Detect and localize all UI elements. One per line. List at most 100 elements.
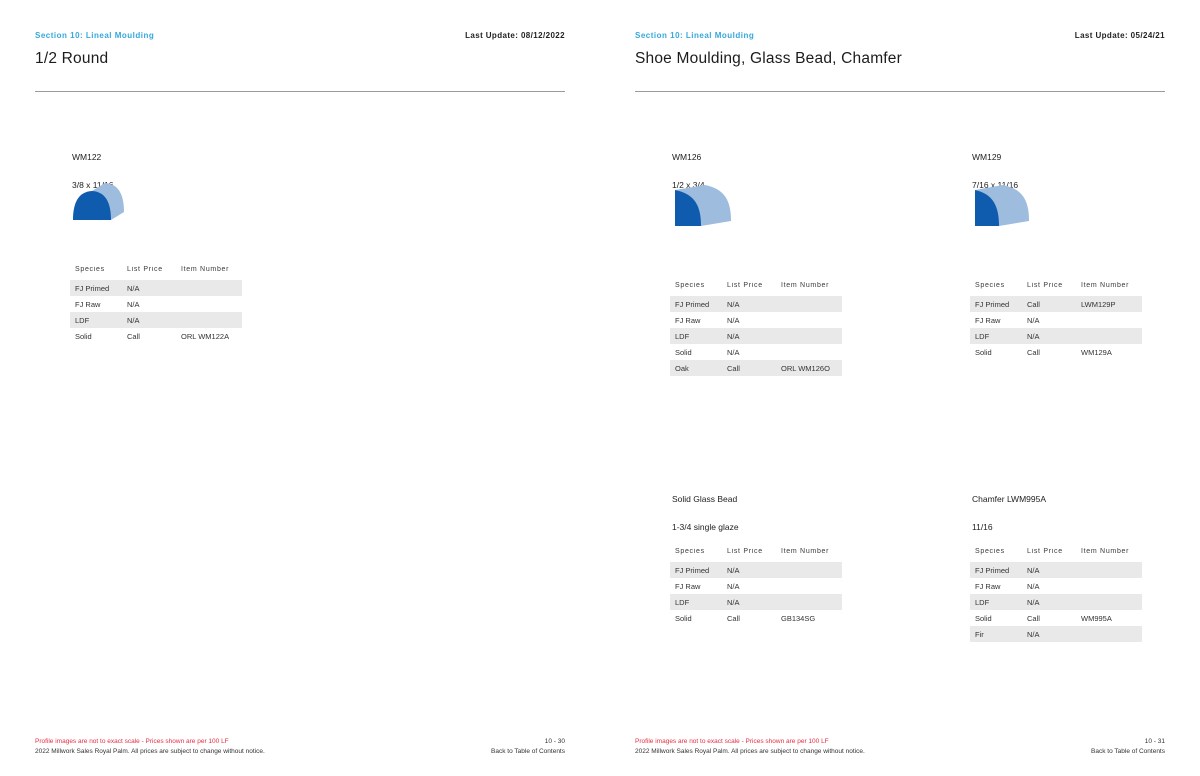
table-row: LDF N/A bbox=[70, 312, 242, 328]
column-header: List Price bbox=[727, 547, 763, 555]
product-code: WM122 bbox=[72, 152, 102, 162]
table-cell: N/A bbox=[727, 347, 740, 357]
table-header-row: Species List Price Item Number bbox=[670, 276, 842, 294]
table-cell: N/A bbox=[1027, 331, 1040, 341]
table-cell: Call bbox=[1027, 613, 1040, 623]
table-cell: N/A bbox=[727, 315, 740, 325]
column-header: List Price bbox=[1027, 547, 1063, 555]
table-row: LDF N/A bbox=[970, 328, 1142, 344]
table-row: FJ Primed N/A bbox=[670, 562, 842, 578]
price-table: Species List Price Item Number FJ Primed Cal… bbox=[970, 276, 1142, 360]
price-table: Species List Price Item Number FJ Primed N/A… bbox=[670, 542, 842, 626]
footer-copyright: 2022 Millwork Sales Royal Palm. All pric… bbox=[635, 748, 865, 755]
page-number: 10 - 31 bbox=[1144, 738, 1165, 745]
table-header-row: Species List Price Item Number bbox=[970, 276, 1142, 294]
table-cell: Solid bbox=[75, 331, 92, 341]
table-header-row: Species List Price Item Number bbox=[70, 260, 242, 278]
table-cell: LWM129P bbox=[1081, 299, 1116, 309]
table-row: LDF N/A bbox=[970, 594, 1142, 610]
column-header: Species bbox=[75, 265, 105, 273]
table-cell: N/A bbox=[1027, 581, 1040, 591]
price-table: Species List Price Item Number FJ Primed N/A… bbox=[70, 260, 242, 344]
page-title: Shoe Moulding, Glass Bead, Chamfer bbox=[635, 50, 902, 67]
table-cell: FJ Raw bbox=[75, 299, 101, 309]
table-cell: Oak bbox=[675, 363, 689, 373]
table-row: Solid Call WM995A bbox=[970, 610, 1142, 626]
back-to-toc-link[interactable]: Back to Table of Contents bbox=[1091, 748, 1165, 755]
table-cell: N/A bbox=[727, 565, 740, 575]
table-cell: N/A bbox=[727, 299, 740, 309]
table-cell: Fir bbox=[975, 629, 984, 639]
section-label: Section 10: Lineal Moulding bbox=[635, 31, 755, 40]
table-row: LDF N/A bbox=[670, 328, 842, 344]
table-cell: FJ Primed bbox=[675, 299, 710, 309]
column-header: List Price bbox=[1027, 281, 1063, 289]
title-divider bbox=[635, 91, 1165, 92]
table-header-row: Species List Price Item Number bbox=[670, 542, 842, 560]
table-cell: N/A bbox=[727, 597, 740, 607]
footer-disclaimer-red: Profile images are not to exact scale - … bbox=[635, 738, 829, 745]
product-label: WM126 1/2 x 3/4 bbox=[672, 136, 705, 192]
table-cell: Solid bbox=[975, 347, 992, 357]
column-header: Item Number bbox=[781, 281, 830, 289]
table-cell: N/A bbox=[727, 581, 740, 591]
product-code: WM129 bbox=[972, 152, 1002, 162]
product-label: WM129 7/16 x 11/16 bbox=[972, 136, 1018, 192]
last-update: Last Update: 05/24/21 bbox=[1074, 31, 1165, 40]
page-right: Section 10: Lineal Moulding Last Update:… bbox=[635, 0, 1165, 776]
table-row: Oak Call ORL WM126O bbox=[670, 360, 842, 376]
table-cell: N/A bbox=[727, 331, 740, 341]
table-cell: WM995A bbox=[1081, 613, 1112, 623]
product-code: Solid Glass Bead bbox=[672, 494, 738, 504]
table-cell: Call bbox=[727, 613, 740, 623]
table-row: FJ Raw N/A bbox=[970, 312, 1142, 328]
profile-image-shoe bbox=[667, 180, 741, 237]
price-table: Species List Price Item Number FJ Primed N/A… bbox=[970, 542, 1142, 642]
column-header: List Price bbox=[727, 281, 763, 289]
footer-disclaimer-red: Profile images are not to exact scale - … bbox=[35, 738, 229, 745]
table-cell: FJ Primed bbox=[975, 299, 1010, 309]
table-row: Solid Call WM129A bbox=[970, 344, 1142, 360]
table-cell: Call bbox=[1027, 299, 1040, 309]
table-row: Solid N/A bbox=[670, 344, 842, 360]
table-row: FJ Raw N/A bbox=[70, 296, 242, 312]
table-cell: N/A bbox=[1027, 565, 1040, 575]
table-cell: FJ Raw bbox=[675, 581, 701, 591]
column-header: Item Number bbox=[1081, 547, 1130, 555]
table-cell: N/A bbox=[127, 315, 140, 325]
profile-image-shoe bbox=[967, 180, 1041, 237]
column-header: Species bbox=[675, 281, 705, 289]
table-cell: FJ Raw bbox=[975, 315, 1001, 325]
table-cell: N/A bbox=[1027, 315, 1040, 325]
product-size: 1/2 x 3/4 bbox=[672, 180, 705, 190]
column-header: Item Number bbox=[1081, 281, 1130, 289]
table-cell: GB134SG bbox=[781, 613, 816, 623]
table-row: FJ Raw N/A bbox=[670, 312, 842, 328]
table-row: FJ Raw N/A bbox=[670, 578, 842, 594]
title-divider bbox=[35, 91, 565, 92]
table-cell: Solid bbox=[975, 613, 992, 623]
product-label: Chamfer LWM995A 11/16 bbox=[972, 478, 1046, 534]
last-update: Last Update: 08/12/2022 bbox=[465, 31, 565, 40]
page-left: Section 10: Lineal Moulding Last Update:… bbox=[35, 0, 565, 776]
table-cell: LDF bbox=[675, 331, 690, 341]
table-cell: Call bbox=[1027, 347, 1040, 357]
table-cell: ORL WM126O bbox=[781, 363, 830, 373]
page-title: 1/2 Round bbox=[35, 50, 109, 67]
footer-copyright: 2022 Millwork Sales Royal Palm. All pric… bbox=[35, 748, 265, 755]
table-header-row: Species List Price Item Number bbox=[970, 542, 1142, 560]
column-header: List Price bbox=[127, 265, 163, 273]
table-cell: LDF bbox=[975, 597, 990, 607]
price-table: Species List Price Item Number FJ Primed N/A… bbox=[670, 276, 842, 376]
table-row: FJ Raw N/A bbox=[970, 578, 1142, 594]
table-cell: N/A bbox=[1027, 597, 1040, 607]
product-code: WM126 bbox=[672, 152, 702, 162]
table-row: FJ Primed N/A bbox=[70, 280, 242, 296]
back-to-toc-link[interactable]: Back to Table of Contents bbox=[491, 748, 565, 755]
section-label: Section 10: Lineal Moulding bbox=[35, 31, 155, 40]
table-cell: FJ Primed bbox=[675, 565, 710, 575]
table-cell: LDF bbox=[75, 315, 90, 325]
table-cell: FJ Primed bbox=[75, 283, 110, 293]
product-size: 7/16 x 11/16 bbox=[972, 180, 1019, 190]
